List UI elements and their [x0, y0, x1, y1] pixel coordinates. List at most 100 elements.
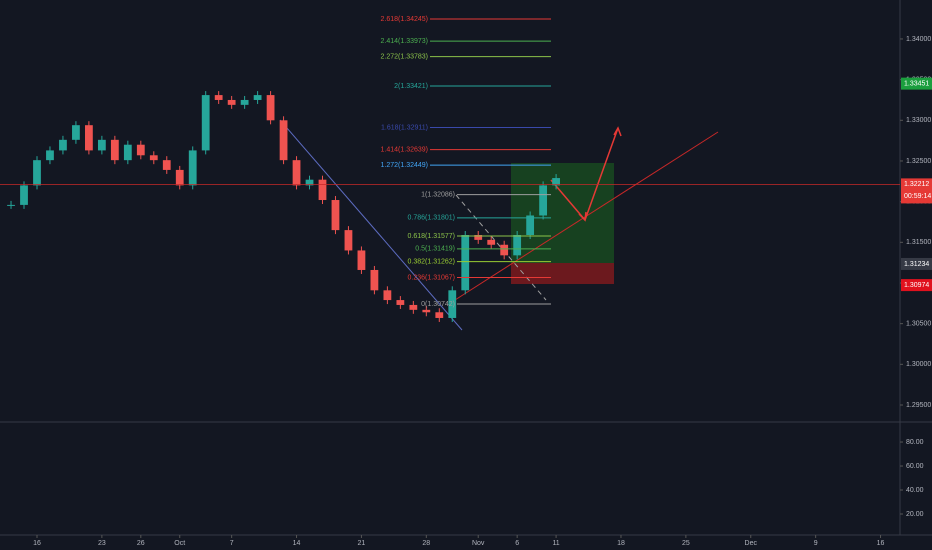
x-tick-label: 7	[230, 540, 234, 547]
y-tick-label: 60.00	[906, 463, 924, 470]
x-tick-label: 9	[814, 540, 818, 547]
y-tick-label: 80.00	[906, 439, 924, 446]
long-position-target	[511, 163, 614, 263]
fib-label: 0.786(1.31801)	[408, 215, 455, 222]
x-tick-label: 25	[682, 540, 690, 547]
candle	[474, 234, 483, 240]
x-tick-label: 21	[358, 540, 366, 547]
candle	[487, 239, 496, 245]
candle	[500, 244, 509, 256]
price-marker	[901, 279, 932, 292]
fib-label: 2.618(1.34245)	[381, 16, 428, 23]
candle	[461, 234, 470, 291]
arrow-head	[613, 126, 622, 137]
countdown: 00:59:14	[904, 193, 931, 200]
candle	[422, 309, 431, 313]
candle	[7, 204, 15, 206]
candle	[97, 139, 106, 151]
x-tick-label: 28	[422, 540, 430, 547]
price-marker-label: 1.33451	[904, 80, 929, 87]
x-tick-label: 16	[33, 540, 41, 547]
y-tick-label: 1.30500	[906, 321, 931, 328]
price-marker	[901, 77, 932, 90]
candle	[33, 160, 41, 186]
y-tick-label: 1.31500	[906, 239, 931, 246]
x-tick-label: 6	[515, 540, 519, 547]
candle	[357, 250, 366, 270]
x-tick-label: 26	[137, 540, 145, 547]
candle	[552, 178, 560, 186]
candle	[305, 179, 314, 186]
candle	[370, 269, 379, 291]
candle	[214, 95, 223, 100]
fib-label: 0.5(1.31419)	[415, 246, 455, 253]
fib-label: 1.414(1.32639)	[381, 147, 428, 154]
price-marker-label: 1.32212	[904, 181, 929, 188]
x-tick-label: 11	[552, 540, 559, 547]
x-tick-label: 23	[98, 540, 106, 547]
y-tick-label: 40.00	[906, 487, 924, 494]
fib-label: 0.618(1.31577)	[408, 233, 455, 240]
candle	[20, 185, 28, 205]
candle	[149, 155, 158, 161]
candle	[59, 139, 67, 151]
candle	[201, 95, 210, 151]
trend-line	[279, 119, 463, 331]
fib-label: 1.272(1.32449)	[381, 162, 428, 169]
candle	[110, 139, 119, 161]
fib-label: 1(1.32086)	[421, 191, 455, 198]
y-tick-label: 1.29500	[906, 402, 931, 409]
candle	[383, 290, 392, 301]
candle	[266, 95, 275, 121]
candle	[46, 150, 54, 161]
candle	[396, 300, 405, 305]
y-tick-label: 1.30000	[906, 361, 931, 368]
x-tick-label: Nov	[472, 540, 485, 547]
price-marker-label: 1.31234	[904, 261, 929, 268]
x-tick-label: 14	[293, 540, 301, 547]
candle	[409, 304, 418, 310]
candle	[253, 95, 262, 100]
fib-label: 2.272(1.33783)	[381, 53, 428, 60]
candle	[344, 230, 353, 251]
candle	[123, 144, 132, 161]
candle	[448, 290, 457, 318]
candle	[227, 99, 236, 105]
candle	[539, 185, 548, 216]
y-tick-label: 20.00	[906, 511, 924, 518]
y-tick-label: 1.33000	[906, 117, 931, 124]
price-marker	[901, 257, 932, 270]
candle	[175, 169, 184, 186]
candle	[318, 179, 327, 201]
y-tick-label: 1.32500	[906, 158, 931, 165]
x-tick-label: Oct	[174, 540, 185, 547]
x-tick-label: 16	[877, 540, 885, 547]
candle	[526, 215, 535, 235]
arrow-head	[578, 211, 587, 222]
candle	[240, 99, 249, 105]
candle	[279, 120, 288, 161]
fib-label: 1.618(1.32911)	[381, 124, 428, 131]
candle	[136, 144, 145, 156]
candle	[188, 150, 197, 186]
y-tick-label: 1.34000	[906, 36, 931, 43]
fib-label: 2(1.33421)	[394, 83, 428, 90]
x-tick-label: Dec	[745, 540, 758, 547]
fib-label: 0(1.30742)	[421, 301, 455, 308]
x-tick-label: 18	[617, 540, 625, 547]
candle	[331, 200, 340, 231]
price-marker	[901, 178, 932, 204]
candle	[435, 312, 444, 318]
fib-label: 2.414(1.33973)	[381, 38, 428, 45]
fib-label: 0.236(1.31067)	[408, 274, 455, 281]
candle	[513, 234, 522, 256]
fib-label: 0.382(1.31262)	[408, 259, 455, 266]
candle	[85, 125, 93, 151]
candle	[292, 160, 301, 186]
price-marker-label: 1.30974	[904, 282, 929, 289]
long-position-stop	[511, 263, 614, 284]
candle	[72, 125, 80, 140]
candle	[162, 160, 171, 170]
